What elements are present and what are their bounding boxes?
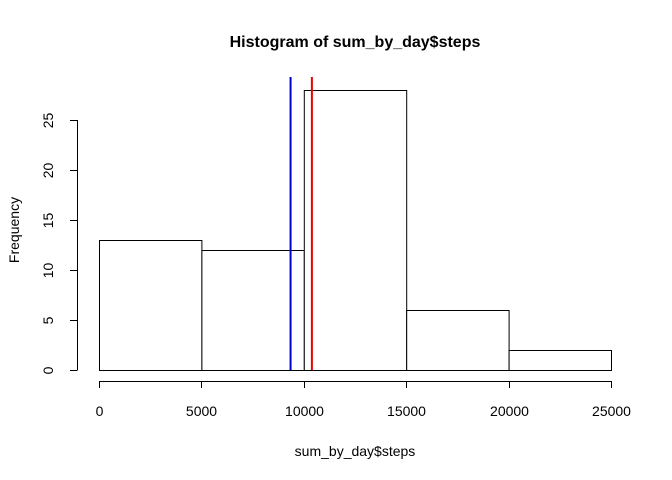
histogram-bars <box>99 90 613 371</box>
chart-title: Histogram of sum_by_day$steps <box>230 34 481 51</box>
histogram-bar-3 <box>406 310 510 371</box>
x-tick-label-1: 5000 <box>186 403 217 419</box>
y-tick-label-1: 5 <box>40 316 56 324</box>
y-tick-label-0: 0 <box>40 366 56 374</box>
x-axis-label: sum_by_day$steps <box>295 443 416 459</box>
x-tick-label-0: 0 <box>96 403 104 419</box>
y-tick-label-2: 10 <box>40 263 56 279</box>
y-axis-label: Frequency <box>6 197 22 263</box>
y-tick-label-3: 15 <box>40 213 56 229</box>
x-tick-label-4: 20000 <box>490 403 529 419</box>
x-tick-label-2: 10000 <box>285 403 324 419</box>
histogram-bar-1 <box>201 250 305 371</box>
x-tick-label-5: 25000 <box>592 403 631 419</box>
histogram-bar-0 <box>99 240 203 371</box>
histogram-bar-4 <box>508 350 613 371</box>
histogram-bar-2 <box>303 90 408 371</box>
reference-lines <box>289 77 313 370</box>
x-axis: 0 5000 10000 15000 20000 25000 <box>96 381 631 419</box>
y-tick-label-5: 25 <box>40 113 56 129</box>
y-tick-label-4: 20 <box>40 163 56 179</box>
y-axis: 0 5 10 15 20 25 <box>40 113 78 374</box>
x-tick-label-3: 15000 <box>387 403 426 419</box>
